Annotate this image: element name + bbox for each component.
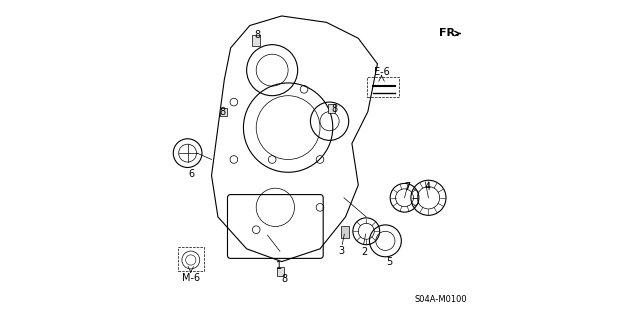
Text: 2: 2 (361, 247, 367, 257)
Text: 8: 8 (255, 30, 261, 40)
Text: 7: 7 (404, 182, 410, 192)
Text: M-6: M-6 (182, 273, 200, 283)
Text: E-6: E-6 (374, 67, 390, 77)
Bar (277, 267, 284, 276)
Text: 8: 8 (219, 107, 225, 117)
Text: 5: 5 (387, 256, 393, 267)
Text: 6: 6 (189, 169, 195, 179)
Bar (220, 108, 227, 116)
Bar (367, 77, 399, 97)
Text: 1: 1 (275, 261, 282, 271)
Text: 4: 4 (425, 182, 431, 192)
Text: 3: 3 (339, 246, 345, 256)
Bar (178, 247, 204, 271)
Text: 8: 8 (332, 104, 337, 114)
Bar (340, 226, 349, 238)
Text: 8: 8 (281, 274, 287, 284)
Text: S04A-M0100: S04A-M0100 (415, 295, 468, 304)
Bar (328, 104, 335, 113)
Text: FR.: FR. (439, 28, 460, 39)
Bar (252, 35, 260, 46)
